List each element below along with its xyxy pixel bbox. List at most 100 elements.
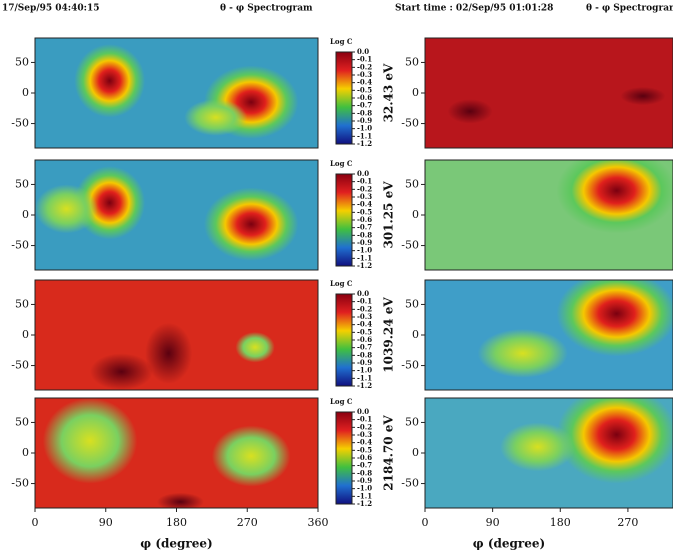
heatmap: [425, 280, 673, 390]
colorbar-tick-label: -0.3: [357, 312, 372, 321]
y-tick-label: 50: [405, 415, 419, 428]
y-tick-label: 0: [412, 446, 419, 459]
colorbar-tick-label: -0.4: [357, 78, 372, 87]
colorbar-tick-label: -0.3: [357, 70, 372, 79]
colorbar: [335, 293, 353, 387]
colorbar-tick-label: -1.2: [357, 139, 372, 148]
heatmap: [35, 38, 318, 148]
colorbar-tick-label: -1.0: [357, 246, 372, 255]
colorbar-tick-label: -0.1: [357, 415, 372, 424]
colorbar-tick-label: 0.0: [357, 169, 369, 178]
y-tick-label: -50: [11, 477, 29, 490]
y-tick-label: 50: [15, 55, 29, 68]
colorbar-tick-label: -0.5: [357, 445, 372, 454]
colorbar-tick-label: -0.2: [357, 184, 372, 193]
heatmap-region: [184, 99, 248, 136]
colorbar-tick-label: -0.4: [357, 200, 372, 209]
x-axis-label: φ (degree): [140, 537, 212, 551]
heatmap-region: [500, 422, 576, 472]
y-axis-label: 301.25 eV: [382, 181, 396, 249]
x-tick-label: 360: [308, 516, 329, 529]
colorbar-tick-label: -1.1: [357, 253, 372, 262]
colorbar-tick-label: -1.2: [357, 261, 372, 270]
y-tick-label: -50: [401, 477, 419, 490]
colorbar-title: Log C: [330, 159, 353, 168]
heatmap: [35, 160, 318, 270]
y-tick-label: 50: [405, 177, 419, 190]
heatmap-region: [42, 398, 138, 484]
colorbar-tick-label: -1.1: [357, 373, 372, 382]
colorbar-tick-label: -0.7: [357, 223, 372, 232]
heatmap-region: [156, 492, 205, 508]
colorbar-tick-label: -1.1: [357, 491, 372, 500]
y-tick-label: 0: [22, 86, 29, 99]
colorbar-tick-label: -1.0: [357, 484, 372, 493]
colorbar-tick-label: -0.6: [357, 93, 372, 102]
heatmap-region: [35, 184, 98, 234]
x-tick-label: 0: [422, 516, 429, 529]
x-tick-label: 0: [32, 516, 39, 529]
colorbar-tick-label: -0.4: [357, 320, 372, 329]
y-tick-label: -50: [401, 117, 419, 130]
header-title: θ - φ Spectrogram: [586, 4, 673, 14]
colorbar-tick-label: -0.8: [357, 108, 372, 117]
x-tick-label: 90: [486, 516, 500, 529]
x-tick-label: 90: [99, 516, 113, 529]
header-title: θ - φ Spectrogram: [220, 4, 313, 14]
colorbar-tick-label: -0.9: [357, 358, 372, 367]
colorbar-tick-label: 0.0: [357, 289, 369, 298]
colorbar-tick-label: -0.9: [357, 116, 372, 125]
colorbar-tick-label: -0.1: [357, 55, 372, 64]
x-axis-label: φ (degree): [473, 537, 545, 551]
colorbar-tick-label: -0.5: [357, 85, 372, 94]
colorbar-tick-label: -0.7: [357, 101, 372, 110]
colorbar-tick-label: -0.3: [357, 430, 372, 439]
colorbar-tick-label: -0.5: [357, 327, 372, 336]
heatmap-region: [447, 99, 493, 124]
colorbar-tick-label: -0.7: [357, 461, 372, 470]
y-tick-label: 0: [22, 208, 29, 221]
heatmap: [35, 398, 318, 508]
header-date: 17/Sep/95 04:40:15: [2, 4, 100, 14]
heatmap-region: [145, 322, 193, 384]
colorbar-tick-label: -0.7: [357, 343, 372, 352]
y-tick-label: -50: [11, 239, 29, 252]
colorbar-tick-label: -0.2: [357, 422, 372, 431]
x-tick-label: 180: [550, 516, 571, 529]
y-tick-label: 50: [15, 415, 29, 428]
colorbar-tick-label: -0.8: [357, 468, 372, 477]
colorbar-title: Log C: [330, 37, 353, 46]
colorbar-tick-label: -0.3: [357, 192, 372, 201]
heatmap-region: [477, 328, 568, 378]
y-tick-label: 50: [405, 55, 419, 68]
colorbar-tick-label: -0.1: [357, 177, 372, 186]
y-axis-label: 32.43 eV: [382, 63, 396, 122]
colorbar-tick-label: -0.1: [357, 297, 372, 306]
heatmap: [425, 398, 673, 508]
y-tick-label: -50: [401, 359, 419, 372]
colorbar-tick-label: -1.0: [357, 124, 372, 133]
colorbar-tick-label: -0.4: [357, 438, 372, 447]
heatmap-region: [90, 353, 153, 390]
colorbar-tick-label: -1.2: [357, 381, 372, 390]
y-tick-label: 0: [412, 328, 419, 341]
y-tick-label: 50: [15, 297, 29, 310]
colorbar-tick-label: -1.2: [357, 499, 372, 508]
colorbar-title: Log C: [330, 279, 353, 288]
heatmap-region: [556, 398, 673, 484]
colorbar-tick-label: -0.9: [357, 476, 372, 485]
heatmap-region: [204, 187, 299, 261]
y-tick-label: 0: [412, 86, 419, 99]
heatmap: [425, 38, 673, 148]
heatmap-region: [556, 280, 673, 357]
x-tick-label: 270: [237, 516, 258, 529]
x-tick-label: 270: [617, 516, 638, 529]
y-tick-label: -50: [11, 359, 29, 372]
colorbar-tick-label: -0.2: [357, 62, 372, 71]
y-tick-label: 0: [412, 208, 419, 221]
colorbar-tick-label: -0.6: [357, 335, 372, 344]
y-tick-label: 50: [405, 297, 419, 310]
colorbar-tick-label: 0.0: [357, 47, 369, 56]
y-tick-label: -50: [401, 239, 419, 252]
